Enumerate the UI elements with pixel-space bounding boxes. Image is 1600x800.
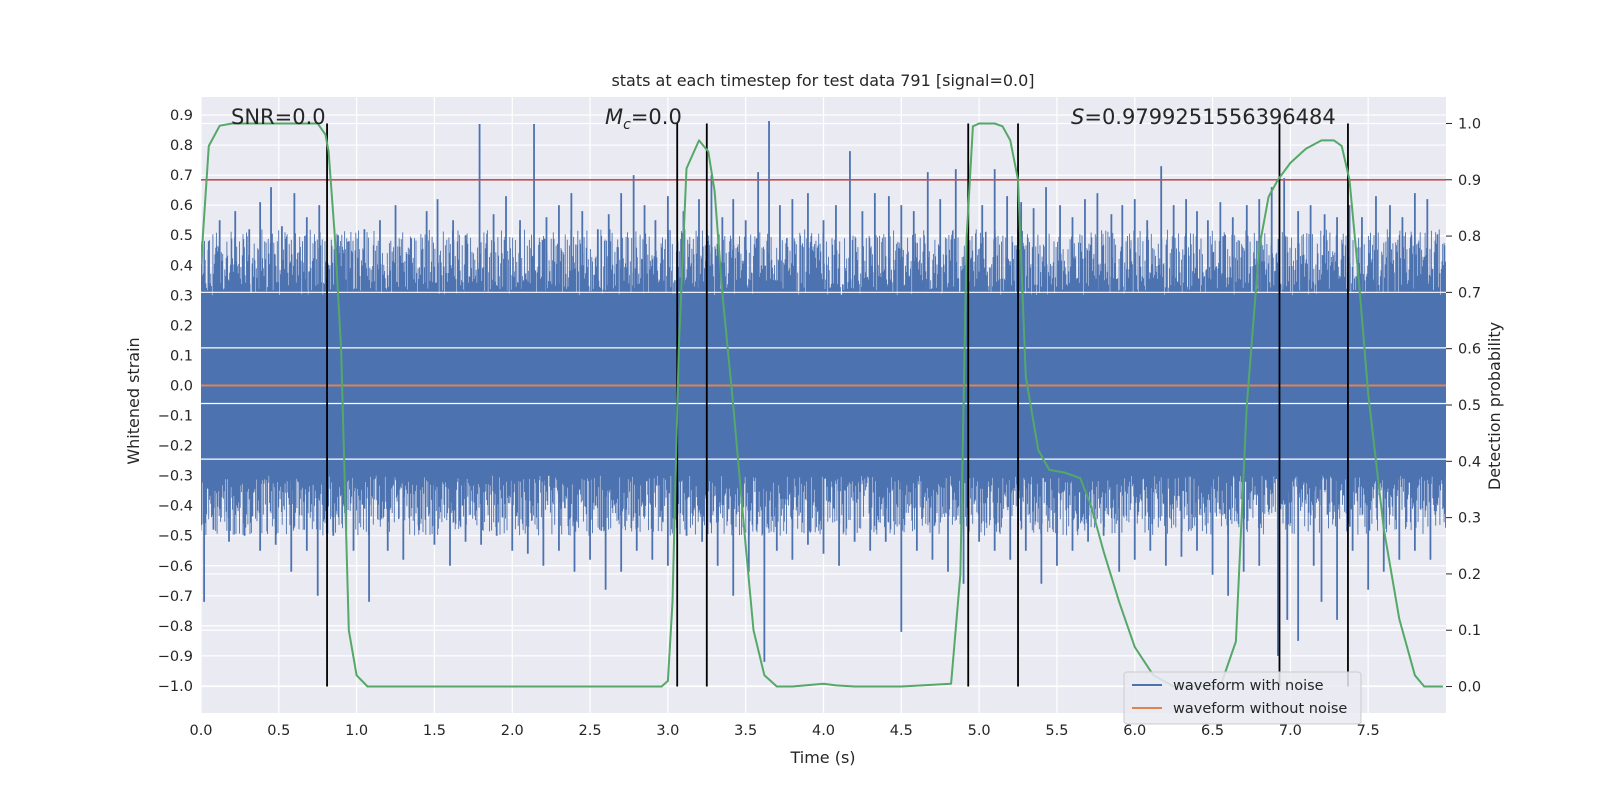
mc-symbol: M: [605, 105, 623, 129]
legend-box: [1123, 671, 1362, 725]
x-axis-ticks: 0.0 0.5 1.0 1.5 2.0 2.5 3.0 3.5 4.0 4.5 5.0 5.5 6.0 6…: [189, 723, 1379, 739]
y-tick-label: −1.0: [158, 679, 193, 695]
right-tick-label: 0.5: [1458, 398, 1481, 414]
y-tick-label: 0.7: [170, 168, 193, 184]
y-tick-label: 0.5: [170, 228, 193, 244]
y-tick-label: −0.2: [158, 439, 193, 455]
s-annotation: S=0.9799251556396484: [1071, 105, 1336, 129]
mc-annotation: Mc=0.0: [605, 105, 682, 133]
y-tick-label: −0.3: [158, 469, 193, 485]
x-tick-label: 4.0: [812, 723, 835, 739]
y-axis-label: Whitened strain: [124, 337, 143, 464]
right-tick-label: 0.4: [1458, 454, 1481, 470]
y-tick-label: 0.1: [170, 348, 193, 364]
right-tick-label: 0.0: [1458, 680, 1481, 696]
x-tick-label: 5.0: [968, 723, 991, 739]
series-detection-probability: [201, 122, 1443, 688]
detection-probability-line: [201, 122, 1443, 688]
x-tick-label: 1.5: [423, 723, 446, 739]
y-tick-label: 0.8: [170, 138, 193, 154]
legend-label-clean: waveform without noise: [1173, 701, 1347, 717]
snr-annotation: SNR=0.0: [231, 105, 326, 129]
mc-value: =0.0: [631, 105, 682, 129]
s-symbol: S: [1071, 105, 1084, 129]
y-tick-label: 0.2: [170, 318, 193, 334]
right-tick-label: 0.2: [1458, 567, 1481, 583]
y-tick-label: 0.0: [170, 378, 193, 394]
x-tick-label: 6.5: [1201, 723, 1224, 739]
x-tick-label: 2.5: [579, 723, 602, 739]
s-value: =0.9799251556396484: [1084, 105, 1335, 129]
right-tick-label: 0.3: [1458, 511, 1481, 527]
right-tick-label: 0.8: [1458, 229, 1481, 245]
y-tick-label: −0.1: [158, 409, 193, 425]
x-tick-label: 1.0: [345, 723, 368, 739]
right-tick-label: 0.6: [1458, 342, 1481, 358]
x-tick-label: 3.5: [734, 723, 757, 739]
x-tick-label: 2.0: [501, 723, 524, 739]
y-tick-label: −0.7: [158, 589, 193, 605]
legend-label-noise: waveform with noise: [1173, 678, 1324, 694]
y-tick-label: 0.3: [170, 288, 193, 304]
y-tick-label: 0.6: [170, 198, 193, 214]
x-tick-label: 0.5: [267, 723, 290, 739]
x-tick-label: 6.0: [1123, 723, 1146, 739]
y-tick-label: −0.6: [158, 559, 193, 575]
y-tick-label: −0.5: [158, 529, 193, 545]
x-tick-label: 0.0: [189, 723, 212, 739]
x-axis-label: Time (s): [789, 748, 855, 767]
y-axis-ticks: 0.9 0.8 0.7 0.6 0.5 0.4 0.3 0.2 0.1 0.0 −0.1 −0.2 −0…: [158, 108, 193, 695]
legend: waveform with noise waveform without noi…: [1123, 671, 1362, 725]
x-tick-label: 7.0: [1279, 723, 1302, 739]
x-tick-label: 7.5: [1357, 723, 1380, 739]
mc-subscript: c: [623, 117, 631, 133]
x-tick-label: 4.5: [890, 723, 913, 739]
noise-lower-texture: [201, 472, 1446, 536]
right-tick-label: 0.1: [1458, 623, 1481, 639]
right-tick-label: 0.7: [1458, 285, 1481, 301]
right-tick-label: 1.0: [1458, 116, 1481, 132]
x-tick-label: 5.5: [1045, 723, 1068, 739]
right-axis-label: Detection probability: [1485, 322, 1504, 490]
right-axis-ticks: 1.0 0.9 0.8 0.7 0.6 0.5 0.4 0.3 0.2 0.1 0.0: [1446, 116, 1481, 696]
y-tick-label: −0.9: [158, 649, 193, 665]
chart-title: stats at each timestep for test data 791…: [611, 71, 1034, 90]
y-tick-label: −0.4: [158, 499, 193, 515]
y-tick-label: 0.9: [170, 108, 193, 124]
y-tick-label: −0.8: [158, 619, 193, 635]
y-tick-label: 0.4: [170, 258, 193, 274]
x-tick-label: 3.0: [656, 723, 679, 739]
right-tick-label: 0.9: [1458, 173, 1481, 189]
